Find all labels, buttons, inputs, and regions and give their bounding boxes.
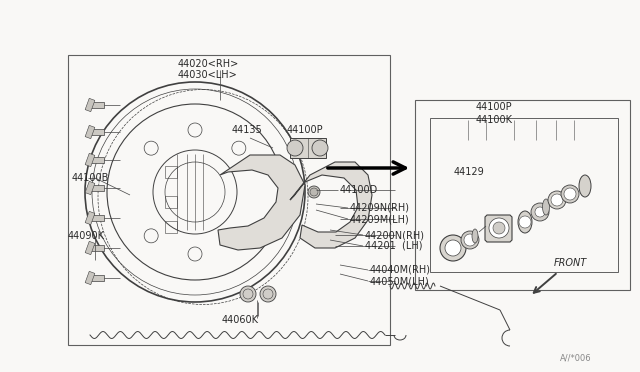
Circle shape: [561, 185, 579, 203]
Bar: [90, 102, 104, 108]
Bar: [68, 55, 390, 345]
Text: FRONT: FRONT: [554, 258, 588, 268]
Circle shape: [260, 286, 276, 302]
Text: 44209N(RH): 44209N(RH): [350, 203, 410, 213]
Text: 44209M(LH): 44209M(LH): [350, 214, 410, 224]
Circle shape: [440, 235, 466, 261]
Bar: [430, 118, 618, 272]
Text: 44100K: 44100K: [476, 115, 513, 125]
Bar: [85, 153, 95, 167]
Bar: [85, 98, 95, 112]
Circle shape: [240, 286, 256, 302]
Circle shape: [493, 222, 505, 234]
Circle shape: [287, 140, 303, 156]
Bar: [85, 211, 95, 225]
Bar: [90, 275, 104, 281]
Bar: [415, 100, 630, 290]
Text: 44030<LH>: 44030<LH>: [178, 70, 237, 80]
Polygon shape: [485, 215, 512, 242]
Ellipse shape: [579, 175, 591, 197]
Text: 44100P: 44100P: [287, 125, 324, 135]
Text: 44090K: 44090K: [68, 231, 105, 241]
Circle shape: [464, 234, 476, 246]
Text: 44040M(RH): 44040M(RH): [370, 265, 431, 275]
Circle shape: [308, 186, 320, 198]
Bar: [90, 245, 104, 251]
Circle shape: [535, 207, 545, 217]
Text: A//*006: A//*006: [560, 353, 591, 362]
Bar: [165, 196, 177, 208]
Polygon shape: [218, 155, 305, 250]
Ellipse shape: [472, 229, 478, 243]
Text: 44050M(LH): 44050M(LH): [370, 276, 429, 286]
Bar: [165, 221, 177, 233]
Text: 44129: 44129: [454, 167, 484, 177]
Circle shape: [531, 203, 549, 221]
Bar: [165, 166, 177, 178]
Circle shape: [312, 140, 328, 156]
Circle shape: [310, 188, 318, 196]
Text: 44200N(RH): 44200N(RH): [365, 230, 425, 240]
Bar: [90, 129, 104, 135]
Text: 44135: 44135: [232, 125, 263, 135]
Bar: [90, 185, 104, 191]
Text: 44060K: 44060K: [222, 315, 259, 325]
Circle shape: [564, 188, 576, 200]
Polygon shape: [290, 162, 372, 248]
Text: 44100B: 44100B: [72, 173, 109, 183]
Circle shape: [519, 216, 531, 228]
Bar: [85, 125, 95, 139]
Bar: [85, 271, 95, 285]
Circle shape: [548, 191, 566, 209]
Text: 44020<RH>: 44020<RH>: [178, 59, 239, 69]
Ellipse shape: [543, 199, 550, 215]
Bar: [85, 181, 95, 195]
Circle shape: [445, 240, 461, 256]
Circle shape: [551, 194, 563, 206]
Text: 44201  (LH): 44201 (LH): [365, 241, 422, 251]
Text: 44100D: 44100D: [340, 185, 378, 195]
Bar: [290, 138, 326, 158]
Text: 44100P: 44100P: [476, 102, 513, 112]
Circle shape: [489, 218, 509, 238]
Bar: [90, 215, 104, 221]
Bar: [90, 157, 104, 163]
Bar: [85, 241, 95, 255]
Ellipse shape: [518, 211, 532, 233]
Circle shape: [461, 231, 479, 249]
